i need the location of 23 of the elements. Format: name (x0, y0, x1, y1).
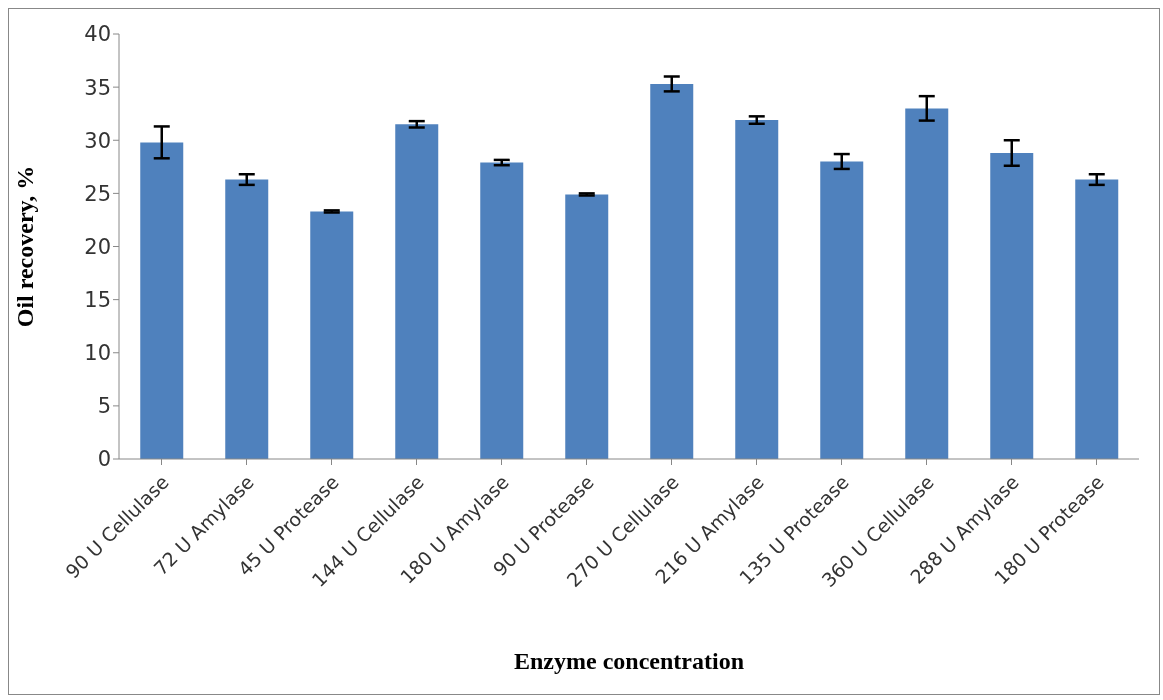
y-tick-label: 0 (97, 447, 111, 472)
y-tick-label: 35 (84, 75, 111, 100)
y-tick-label: 5 (97, 394, 111, 419)
bar (820, 161, 864, 459)
y-tick-label: 15 (84, 288, 111, 313)
bar (310, 211, 354, 459)
bar (905, 108, 949, 459)
y-axis-title: Oil recovery, % (11, 165, 38, 328)
bar (480, 162, 524, 459)
bar (565, 194, 609, 459)
y-tick-label: 10 (84, 341, 111, 366)
bar (650, 83, 694, 459)
bar (140, 142, 184, 459)
bar (395, 124, 439, 459)
y-tick-label: 40 (84, 22, 111, 47)
bar (735, 120, 779, 459)
y-tick-label: 30 (84, 128, 111, 153)
bar (1075, 179, 1119, 459)
y-tick-label: 25 (84, 181, 111, 206)
x-axis-title: Enzyme concentration (514, 648, 744, 674)
y-tick-label: 20 (84, 234, 111, 259)
bar (990, 153, 1034, 459)
bar (225, 179, 269, 459)
